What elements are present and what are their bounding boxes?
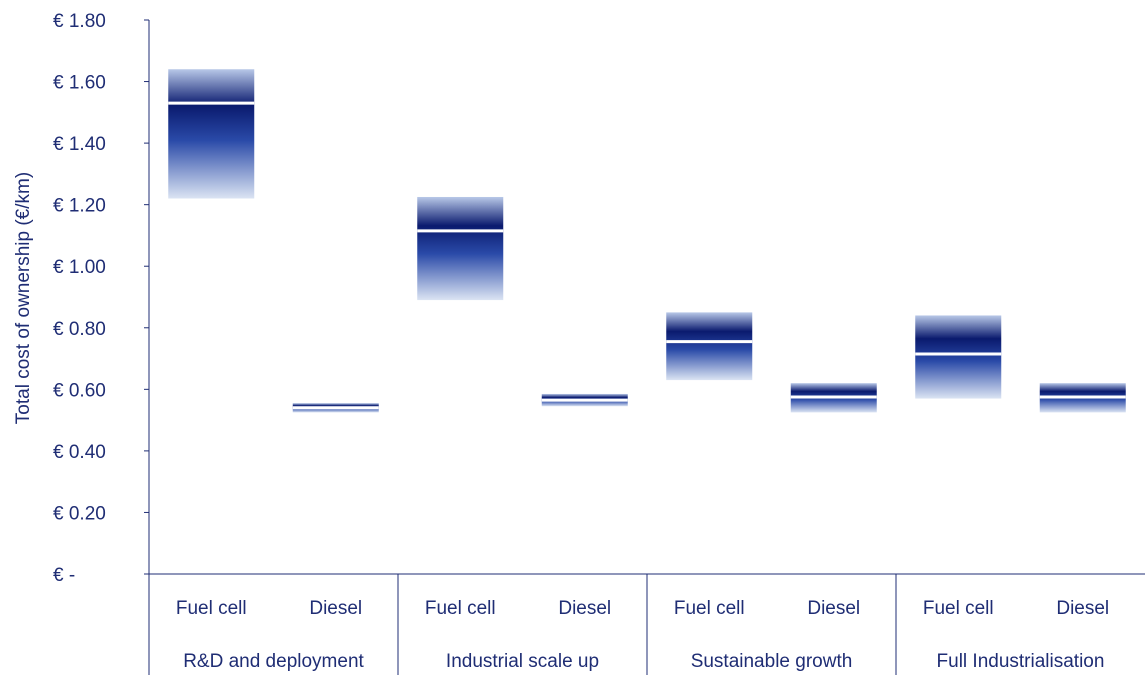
category-label: Diesel (558, 598, 611, 619)
x-axis: R&D and deployment Fuel cell Diesel Industr… (148, 573, 1145, 675)
y-tick-label: € 1.40 (53, 134, 106, 155)
range-bar (168, 69, 255, 199)
group-label: Full Industrialisation (937, 651, 1105, 672)
category-label: Diesel (309, 598, 362, 619)
y-axis-title: Total cost of ownership (€/km) (13, 172, 34, 424)
category-label: Fuel cell (176, 598, 247, 619)
category-label: Diesel (1056, 598, 1109, 619)
bars-layer (168, 69, 1126, 413)
group-label: Sustainable growth (691, 651, 853, 672)
y-axis-title-layer: Total cost of ownership (€/km) (13, 172, 34, 424)
group-label: Industrial scale up (446, 651, 599, 672)
y-tick-label: € 0.20 (53, 503, 106, 524)
range-bar (915, 315, 1002, 399)
category-label: Fuel cell (425, 598, 496, 619)
y-axis: € - € 0.20 € 0.40 € 0.60 € 0.80 € 1.00 € 1.20 €… (53, 11, 150, 586)
category-label: Fuel cell (923, 598, 994, 619)
y-tick-label: € 1.80 (53, 11, 106, 32)
group-label: R&D and deployment (183, 651, 364, 672)
y-tick-label: € 1.20 (53, 196, 106, 217)
range-bar (666, 312, 753, 381)
y-tick-label: € 1.60 (53, 73, 106, 94)
range-bar (417, 196, 504, 301)
y-tick-label: € 0.80 (53, 319, 106, 340)
category-label: Diesel (807, 598, 860, 619)
y-tick-label: € - (53, 565, 75, 586)
y-tick-label: € 0.40 (53, 442, 106, 463)
y-tick-label: € 1.00 (53, 257, 106, 278)
category-label: Fuel cell (674, 598, 745, 619)
y-tick-label: € 0.60 (53, 380, 106, 401)
